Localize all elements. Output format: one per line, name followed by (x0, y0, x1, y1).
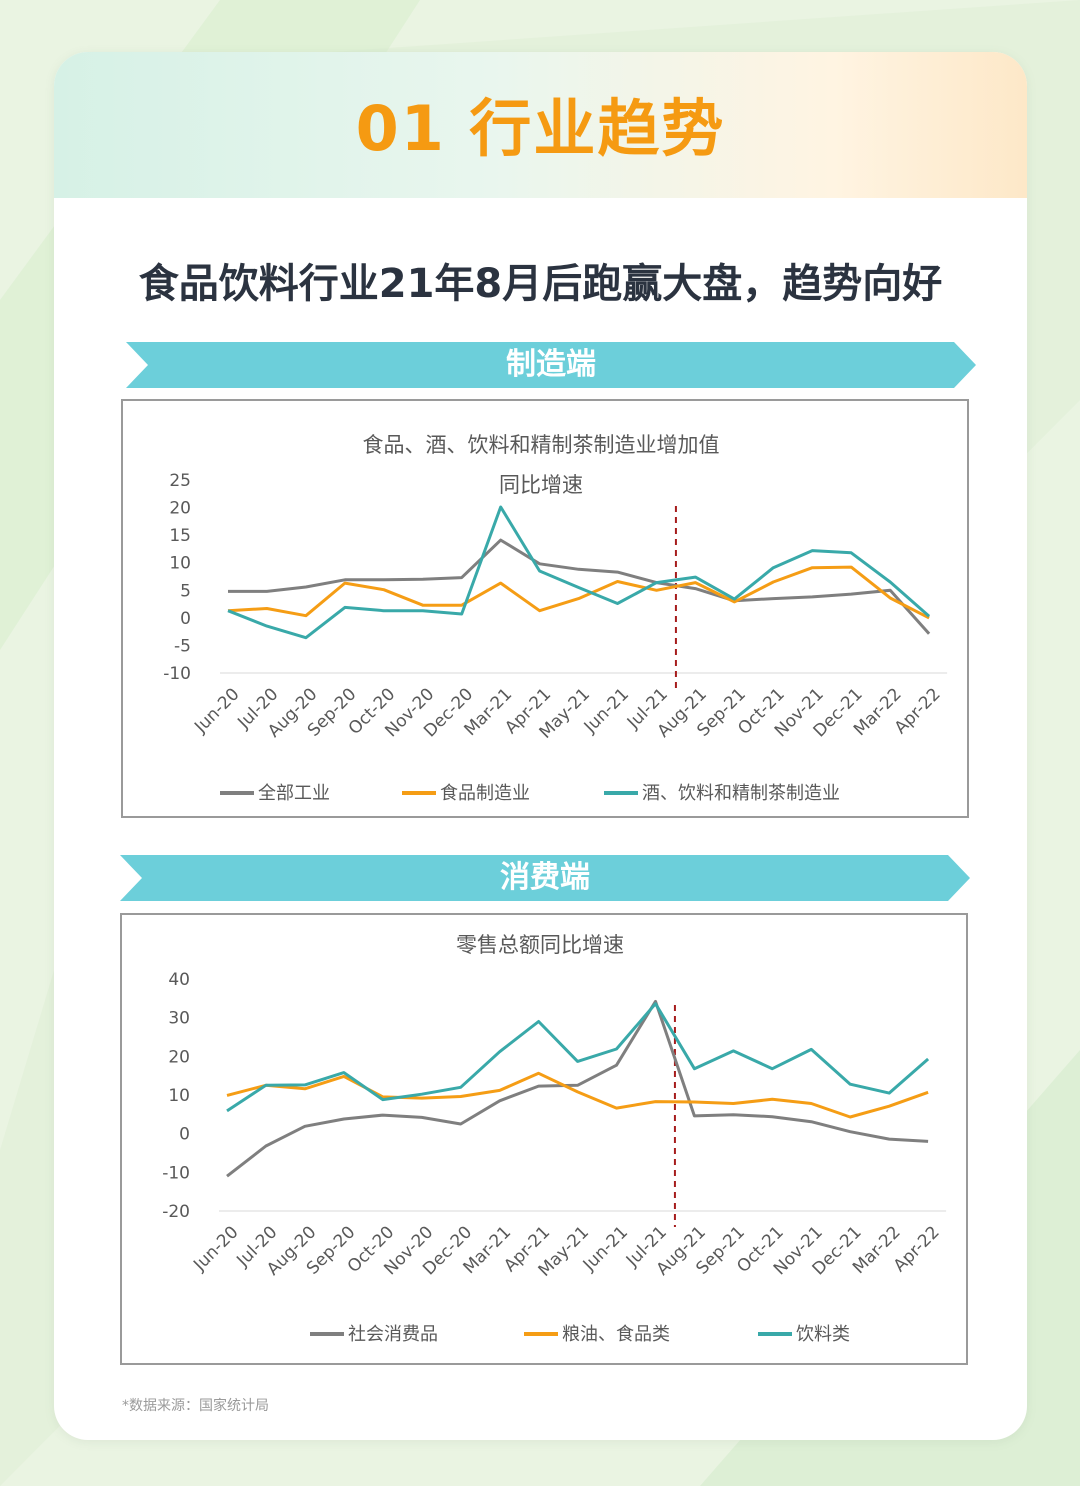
industry-chart: 食品、酒、饮料和精制茶制造业增加值 同比增速 25 20 15 10 5 0 -5 -10 J… (121, 399, 969, 818)
manufacturing-banner: 制造端 (126, 342, 976, 388)
manufacturing-banner-label: 制造端 (506, 347, 596, 382)
legend-label: 全部工业 (258, 783, 330, 804)
y-tick-label: -10 (162, 1163, 190, 1183)
legend-label: 社会消费品 (348, 1324, 438, 1345)
consumption-banner-label: 消费端 (500, 860, 590, 895)
chart-title: 零售总额同比增速 (456, 933, 624, 957)
y-tick-label: 20 (168, 1047, 190, 1067)
consumption-banner: 消费端 (120, 855, 970, 901)
headline: 食品饮料行业21年8月后跑赢大盘，趋势向好 (138, 261, 943, 307)
banner-arrow-shape (120, 855, 970, 901)
section-title: 01 行业趋势 (355, 92, 726, 165)
series-line-2 (226, 1071, 929, 1119)
series-line-2 (227, 565, 930, 620)
series-line-3 (227, 505, 931, 640)
legend-label: 粮油、食品类 (562, 1324, 670, 1345)
chart-subtitle: 同比增速 (499, 473, 583, 497)
x-tick-label: Jun-20 (189, 1222, 242, 1275)
banner-arrow-shape (126, 342, 976, 388)
series-line-3 (226, 1002, 930, 1113)
series-line-1 (228, 538, 931, 635)
y-tick-label: 40 (168, 970, 190, 990)
y-tick-label: 0 (179, 1125, 190, 1145)
y-tick-label: 5 (180, 581, 191, 601)
y-tick-label: 15 (169, 526, 191, 546)
y-tick-label: 30 (168, 1009, 190, 1029)
y-tick-label: 10 (168, 1086, 190, 1106)
series-line-1 (226, 999, 929, 1178)
retail-chart: 零售总额同比增速 40 30 20 10 0 -10 -20 Jun-20 Jul-20 Aug… (120, 913, 968, 1365)
x-tick-label: Jun-20 (190, 684, 243, 737)
card-header: 01 行业趋势 (54, 52, 1027, 198)
y-tick-label: 25 (169, 471, 191, 491)
y-tick-label: -20 (162, 1202, 190, 1222)
y-tick-label: -5 (174, 636, 191, 656)
chart-title: 食品、酒、饮料和精制茶制造业增加值 (363, 433, 720, 457)
source-note: *数据来源：国家统计局 (122, 1398, 269, 1414)
y-tick-label: -10 (163, 664, 191, 684)
y-tick-label: 20 (169, 499, 191, 519)
industry-chart-svg: 食品、酒、饮料和精制茶制造业增加值 同比增速 25 20 15 10 5 0 -5 -10 J… (163, 433, 948, 804)
content-card: 01 行业趋势 食品饮料行业21年8月后跑赢大盘，趋势向好 制造端 食品、酒、饮… (54, 52, 1027, 1440)
legend-label: 酒、饮料和精制茶制造业 (642, 783, 840, 804)
legend-label: 饮料类 (796, 1324, 850, 1345)
legend-label: 食品制造业 (440, 783, 530, 804)
y-tick-label: 0 (180, 609, 191, 629)
y-tick-label: 10 (169, 554, 191, 574)
